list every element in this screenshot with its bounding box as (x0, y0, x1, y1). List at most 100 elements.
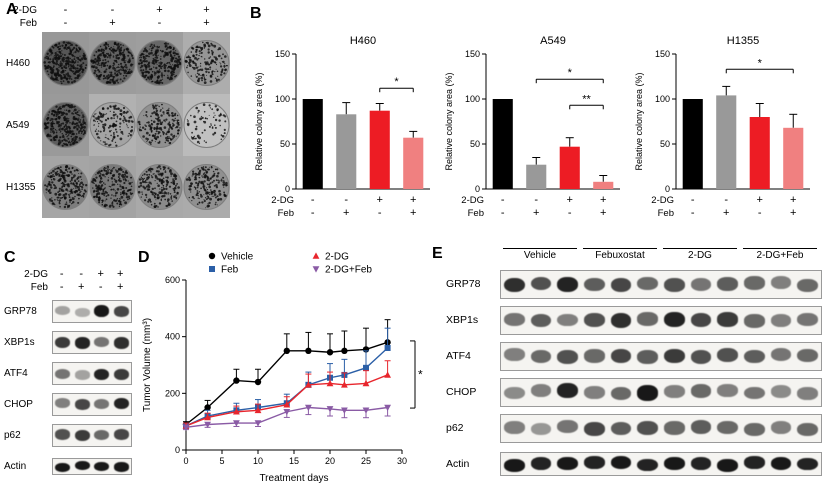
svg-text:+: + (790, 194, 796, 206)
blot-band (530, 422, 552, 436)
blot-band (717, 458, 739, 472)
blot-band (94, 461, 110, 471)
blot-band (690, 312, 712, 327)
treatment-name: 2-DG (24, 269, 48, 280)
panel-e-group-header: Vehicle Febuxostat 2-DG 2-DG+Feb (500, 248, 820, 261)
colony-plate (183, 156, 230, 218)
blot-band (663, 457, 685, 470)
blot-band (503, 386, 525, 400)
colony-plate-image (136, 32, 183, 94)
blot-band (637, 276, 659, 290)
treatment-sign: + (203, 17, 210, 29)
treatment-sign: + (156, 4, 163, 16)
colony-plate (42, 156, 89, 218)
treatment-sign: + (109, 17, 116, 29)
svg-text:-: - (378, 207, 382, 219)
colony-plate (42, 94, 89, 156)
colony-plate-image (89, 94, 136, 156)
treatment-sign: - (63, 17, 68, 29)
blot-band (557, 456, 579, 470)
svg-text:2-DG: 2-DG (651, 195, 674, 206)
blot-band (610, 386, 632, 401)
blot-band (770, 348, 792, 362)
panel-d-label: D (138, 249, 150, 266)
blot-band (583, 349, 605, 363)
svg-text:150: 150 (275, 49, 290, 59)
blot-band (637, 458, 659, 472)
svg-text:100: 100 (655, 94, 670, 104)
svg-text:2-DG: 2-DG (461, 195, 484, 206)
colony-plate-image (89, 32, 136, 94)
blot-image (52, 393, 132, 416)
group-label: Febuxostat (583, 248, 657, 261)
panel-c-treatment-row: Feb - + - + (4, 281, 130, 294)
blot-band (690, 456, 712, 470)
svg-text:-: - (344, 194, 348, 206)
blot-band (55, 398, 71, 409)
blot-band (530, 276, 552, 291)
panel-c-treatment-row: 2-DG - - + + (4, 268, 130, 281)
svg-text:50: 50 (470, 139, 480, 149)
blot-band (113, 397, 129, 410)
blot-band (583, 312, 605, 327)
colony-plate (89, 94, 136, 156)
protein-label: GRP78 (4, 306, 37, 317)
svg-text:-: - (311, 207, 315, 219)
blot-band (557, 277, 579, 293)
blot-band (690, 384, 712, 398)
protein-label: ATF4 (4, 368, 28, 379)
svg-text:-: - (501, 194, 505, 206)
svg-text:50: 50 (660, 139, 670, 149)
treatment-sign: + (78, 281, 85, 293)
svg-text:A549: A549 (540, 35, 566, 47)
svg-text:-: - (311, 194, 315, 206)
treatment-name: 2-DG (13, 5, 37, 16)
group-label: 2-DG+Feb (743, 248, 817, 261)
svg-text:2-DG: 2-DG (325, 252, 349, 263)
blot-band (637, 312, 659, 326)
tumor-volume-line-chart: 0 200 400 600 0 5 10 15 20 25 30 Tumor Volume (mm³)… (138, 248, 432, 485)
svg-text:2-DG: 2-DG (271, 195, 294, 206)
blot-image (52, 300, 132, 323)
blot-band (637, 385, 659, 401)
svg-text:600: 600 (165, 275, 180, 285)
cell-line-label: H460 (6, 57, 30, 69)
colony-plate-image (42, 94, 89, 156)
blot-image (500, 377, 822, 407)
colony-plate-image (183, 32, 230, 94)
treatment-sign: + (117, 281, 124, 293)
blot-row-grp78: GRP78 (4, 296, 132, 327)
blot-band (797, 387, 819, 400)
blot-band (530, 384, 552, 397)
svg-text:150: 150 (655, 49, 670, 59)
svg-text:15: 15 (289, 456, 299, 466)
svg-text:Feb: Feb (658, 208, 674, 219)
blot-band (74, 460, 90, 470)
blot-band (113, 368, 129, 380)
treatment-sign: + (117, 268, 124, 280)
protein-label: p62 (446, 422, 464, 434)
colony-plate (89, 32, 136, 94)
treatment-sign-row: Feb - + - + (6, 17, 230, 30)
treatment-name: Feb (30, 282, 48, 293)
blot-band (717, 384, 739, 397)
blot-band (743, 314, 765, 328)
blot-band (770, 385, 792, 398)
blot-band (610, 313, 632, 328)
svg-text:200: 200 (165, 388, 180, 398)
colony-plate-image (42, 156, 89, 218)
blot-band (717, 348, 739, 363)
treatment-sign-row: 2-DG - - + + (6, 4, 230, 17)
svg-text:+: + (790, 207, 796, 219)
treatment-sign: + (97, 268, 104, 280)
panel-e-western-blot: E Vehicle Febuxostat 2-DG 2-DG+Feb GRP78 XBP… (432, 246, 824, 486)
blot-band (717, 276, 739, 291)
blot-band (743, 386, 765, 400)
blot-row-atf4: ATF4 (432, 338, 822, 374)
blot-band (663, 348, 685, 364)
blot-band (583, 386, 605, 399)
treatment-sign: - (59, 268, 64, 280)
svg-text:2-DG+Feb: 2-DG+Feb (325, 265, 372, 276)
svg-text:50: 50 (280, 139, 290, 149)
panel-b-label: B (250, 5, 262, 22)
